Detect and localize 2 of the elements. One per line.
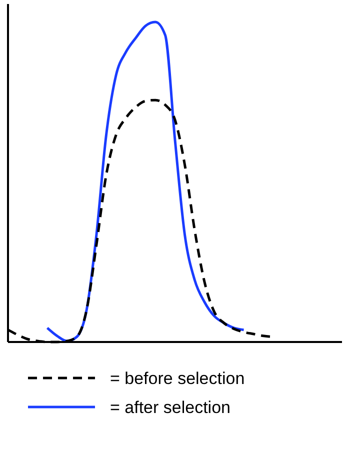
legend-label: = before selection bbox=[110, 369, 245, 388]
legend-label: = after selection bbox=[110, 398, 230, 417]
